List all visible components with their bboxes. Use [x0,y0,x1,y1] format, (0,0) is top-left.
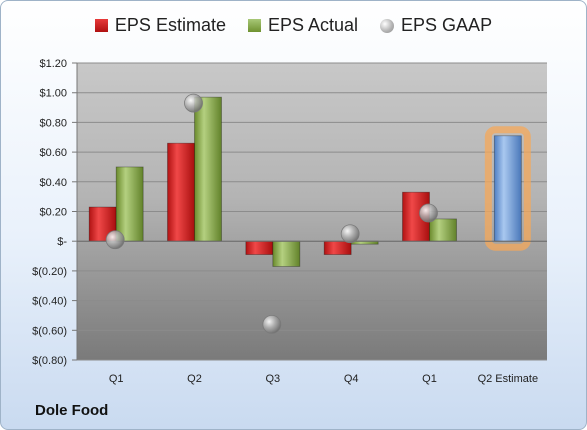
y-tick-label: $0.60 [39,147,67,159]
x-tick-label: Q4 [344,373,359,385]
y-tick-label: $- [57,236,67,248]
actual-bar [115,166,144,242]
gaap-marker [262,314,282,334]
legend-item-estimate: EPS Estimate [94,15,226,36]
projection-glow [484,126,531,251]
x-tick-label: Q1 [109,373,124,385]
y-tick-label: $1.20 [39,58,67,70]
y-tick-label: $0.20 [39,207,67,219]
estimate-bar [167,142,195,242]
x-tick-label: Q2 Estimate [478,373,539,385]
actual-bar [194,96,222,242]
actual-bar [429,218,457,242]
actual-swatch [247,19,261,32]
gaap-marker [184,93,203,113]
legend-item-gaap: EPS GAAP [380,15,492,36]
projection-bar [493,135,522,242]
x-tick-label: Q1 [422,373,437,385]
y-tick-label: $(0.80) [32,355,67,367]
gaap-swatch [380,18,395,33]
chart-legend: EPS Estimate EPS Actual EPS GAAP [1,15,586,36]
x-tick-label: Q2 [187,373,202,385]
actual-bar [272,240,301,267]
legend-item-actual: EPS Actual [247,15,359,36]
gaap-marker [340,224,360,244]
y-tick-label: $0.40 [39,177,67,189]
y-tick-label: $(0.40) [32,296,67,308]
y-tick-label: $1.00 [39,88,67,100]
gaap-marker [419,203,438,223]
legend-label-estimate: EPS Estimate [114,15,226,35]
y-tick-label: $(0.60) [32,325,67,337]
company-name: Dole Food [35,402,109,419]
y-tick-label: $(0.20) [32,266,67,278]
estimate-bar [245,240,274,255]
legend-label-gaap: EPS GAAP [401,15,493,35]
gaap-marker [105,230,125,250]
estimate-swatch [94,19,108,32]
legend-label-actual: EPS Actual [267,15,359,35]
x-tick-label: Q3 [265,373,280,385]
estimate-bar [323,240,352,255]
y-tick-label: $0.80 [39,117,67,129]
